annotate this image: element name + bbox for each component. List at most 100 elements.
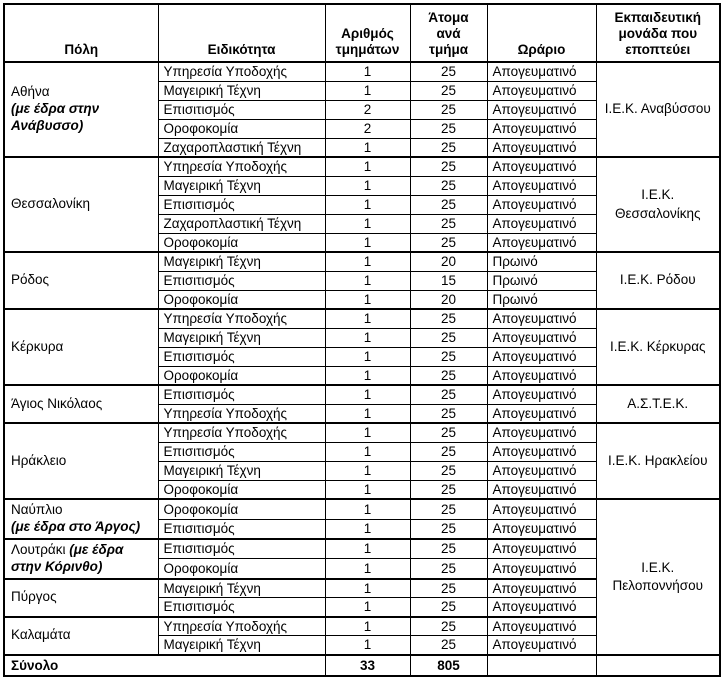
departments-cell: 2 (324, 99, 411, 120)
departments-cell: 1 (324, 308, 411, 329)
people-per-dept-cell: 25 (409, 537, 488, 560)
specialty-cell: Υπηρεσία Υποδοχής (157, 156, 326, 177)
city-seat-note: (με έδρα στην Κόρινθο) (11, 541, 124, 574)
city-cell: Θεσσαλονίκη (3, 156, 159, 253)
people-per-dept-cell: 25 (409, 327, 488, 348)
departments-cell: 1 (324, 422, 411, 443)
supervising-unit-cell: Ι.Ε.Κ. Θεσσαλονίκης (595, 156, 721, 253)
people-per-dept-cell: 25 (409, 99, 488, 120)
people-per-dept-cell: 20 (409, 289, 488, 310)
specialty-cell: Υπηρεσία Υποδοχής (157, 308, 326, 329)
supervising-unit-cell: Α.Σ.Τ.Ε.Κ. (595, 384, 721, 424)
specialty-cell: Μαγειρική Τέχνη (157, 80, 326, 101)
people-per-dept-cell: 25 (409, 498, 488, 520)
specialty-cell: Ζαχαροπλαστική Τέχνη (157, 213, 326, 234)
departments-cell: 1 (324, 232, 411, 253)
schedule-cell: Απογευματινό (486, 118, 597, 139)
departments-cell: 1 (324, 518, 411, 540)
people-per-dept-cell: 25 (409, 635, 488, 656)
table-row: Επισιτισμός 1 15 Πρωινό (4, 270, 720, 291)
specialty-cell: Μαγειρική Τέχνη (157, 251, 326, 272)
city-name: Αθήνα (11, 84, 50, 100)
departments-cell: 1 (324, 577, 411, 599)
schedule-cell: Απογευματινό (486, 213, 597, 234)
total-schedule-empty (486, 653, 597, 677)
specialty-cell: Επισιτισμός (157, 597, 326, 618)
specialty-cell: Μαγειρική Τέχνη (157, 175, 326, 196)
header-people-per-dept: Άτομα ανά τμήμα (409, 3, 488, 63)
supervising-unit-cell: Ι.Ε.Κ. Πελοποννήσου (595, 498, 721, 656)
schedule-cell: Απογευματινό (486, 60, 597, 82)
supervising-unit-cell: Ι.Ε.Κ. Αναβύσσου (595, 60, 721, 158)
table-row: Καλαμάτα Υπηρεσία Υποδοχής 1 25 Απογευματινό (3, 615, 720, 656)
specialty-cell: Επισιτισμός (157, 99, 326, 120)
schedule-cell: Απογευματινό (486, 99, 597, 120)
city-cell: Λουτράκι (με έδρα στην Κόρινθο) (3, 537, 159, 580)
departments-cell: 1 (324, 289, 411, 310)
specialty-cell: Οροφοκομία (157, 558, 326, 580)
total-label: Σύνολο (3, 653, 326, 677)
departments-cell: 1 (324, 615, 411, 637)
specialty-cell: Επισιτισμός (157, 537, 326, 560)
people-per-dept-cell: 25 (409, 460, 488, 481)
schedule-cell: Απογευματινό (486, 175, 597, 196)
people-per-dept-cell: 15 (409, 270, 488, 291)
departments-cell: 1 (324, 60, 411, 82)
city-cell: Άγιος Νικόλαος (3, 384, 159, 424)
departments-cell: 1 (324, 251, 411, 272)
header-departments: Αριθμός τμημάτων (324, 3, 411, 63)
schedule-cell: Απογευματινό (486, 460, 597, 481)
people-per-dept-cell: 25 (409, 558, 488, 580)
schedule-cell: Απογευματινό (486, 498, 597, 520)
people-per-dept-cell: 25 (409, 80, 488, 101)
city-cell: Κέρκυρα (3, 308, 159, 386)
schedule-cell: Απογευματινό (486, 537, 597, 560)
city-cell: Ναύπλιο (με έδρα στο Άργος) (3, 498, 159, 540)
departments-cell: 1 (324, 441, 411, 462)
people-per-dept-cell: 25 (409, 156, 488, 177)
total-unit-empty (595, 653, 721, 677)
specialty-cell: Επισιτισμός (157, 194, 326, 215)
schedule-cell: Απογευματινό (486, 194, 597, 215)
departments-cell: 1 (324, 479, 411, 500)
total-people: 805 (409, 653, 488, 677)
departments-cell: 1 (324, 558, 411, 580)
table-row: Οροφοκομία 1 25 Απογευματινό (4, 479, 720, 500)
people-per-dept-cell: 25 (409, 518, 488, 540)
city-name: Ρόδος (11, 272, 50, 288)
people-per-dept-cell: 25 (409, 118, 488, 139)
schedule-cell: Απογευματινό (486, 577, 597, 599)
city-name: Ηράκλειο (11, 452, 67, 468)
table-row: Μαγειρική Τέχνη 1 25 Απογευματινό (4, 635, 720, 656)
people-per-dept-cell: 25 (409, 615, 488, 637)
table-row: Αθήνα (με έδρα στην Ανάβυσσο) Υπηρεσία Υπο… (3, 60, 721, 158)
people-per-dept-cell: 25 (409, 308, 488, 329)
departments-cell: 1 (324, 137, 411, 158)
people-per-dept-cell: 25 (409, 577, 488, 599)
schedule-cell: Απογευματινό (486, 308, 597, 329)
schedule-cell: Απογευματινό (486, 137, 597, 158)
specialty-cell: Επισιτισμός (157, 441, 326, 462)
schedule-cell: Πρωινό (486, 289, 597, 310)
city-cell: Ρόδος (3, 251, 159, 310)
schedule-cell: Απογευματινό (486, 384, 597, 405)
header-supervising-unit: Εκπαιδευτική μονάδα που εποπτεύει (595, 3, 721, 63)
city-name: Ναύπλιο (11, 502, 63, 518)
table-row: Ηράκλειο Υπηρεσία Υποδοχής 1 25 Απογευματινό… (3, 422, 721, 500)
total-departments: 33 (324, 653, 411, 677)
schedule-cell: Απογευματινό (486, 422, 597, 443)
specialty-cell: Επισιτισμός (157, 384, 326, 405)
table-header: Πόλη Ειδικότητα Αριθμός τμημάτων Άτομα α… (3, 3, 721, 63)
header-schedule: Ωράριο (486, 3, 597, 63)
departments-cell: 1 (324, 460, 411, 481)
total-row: Σύνολο 33 805 (3, 653, 721, 677)
city-name: Θεσσαλονίκη (11, 196, 91, 212)
departments-cell: 1 (324, 635, 411, 656)
table-row: Υπηρεσία Υποδοχής 1 25 Απογευματινό (4, 403, 720, 424)
city-name: Άγιος Νικόλαος (11, 395, 103, 411)
specialty-cell: Επισιτισμός (157, 346, 326, 367)
departments-cell: 1 (324, 327, 411, 348)
specialty-cell: Μαγειρική Τέχνη (157, 460, 326, 481)
people-per-dept-cell: 25 (409, 365, 488, 386)
table-row: Κέρκυρα Υπηρεσία Υποδοχής 1 25 Απογευματινό Ι… (3, 308, 721, 386)
